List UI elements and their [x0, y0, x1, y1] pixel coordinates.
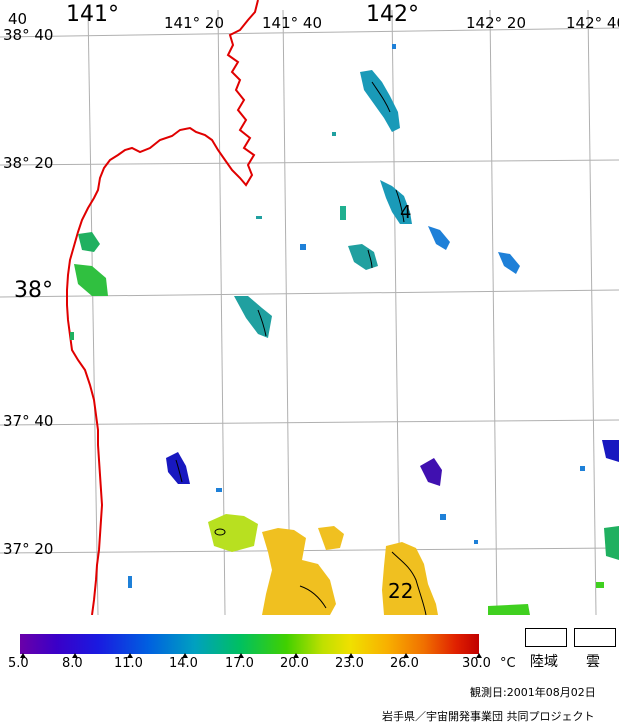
cloud-legend-swatch: [574, 628, 616, 647]
sst-patch: [318, 526, 344, 550]
sst-patch: [208, 514, 258, 552]
speck: [580, 466, 585, 471]
sst-patch: [78, 232, 100, 252]
land-legend-swatch: [525, 628, 567, 647]
contour-line: [371, 81, 391, 113]
sst-patch: [234, 296, 272, 338]
tick-mark: [293, 653, 299, 658]
sst-patch: [498, 252, 520, 274]
colorbar-tick-label: 17.0: [225, 656, 254, 671]
sst-patch: [380, 180, 412, 224]
sea-surface-temperature-map: 4 22: [0, 0, 619, 615]
speck: [392, 44, 396, 49]
land-legend-label: 陸域: [530, 654, 558, 670]
speck: [440, 514, 446, 520]
colorbar-tick-label: 11.0: [114, 656, 143, 671]
tick-mark: [403, 653, 409, 658]
lon-label-14120: 141° 20: [164, 14, 224, 32]
lat-label-3720: 37° 20: [3, 540, 54, 558]
contour-line: [391, 551, 427, 615]
colorbar-tick-label: 26.0: [390, 656, 419, 671]
tick-mark: [20, 653, 26, 658]
lon-label-141: 141°: [66, 2, 119, 27]
lat-label-3820: 38° 20: [3, 154, 54, 172]
speck: [596, 582, 604, 588]
sst-patch: [360, 70, 400, 132]
speck: [332, 132, 336, 136]
lon-line-14120: [217, 9, 226, 615]
colorbar-tick-label: 23.0: [335, 656, 364, 671]
sst-patch: [74, 264, 108, 296]
lon-line-14240: [587, 9, 597, 615]
lon-label-14140: 141° 40: [262, 14, 322, 32]
lat-label-38: 38°: [14, 278, 53, 303]
tick-mark: [127, 653, 133, 658]
speck: [474, 540, 478, 544]
tick-mark: [348, 653, 354, 658]
lat-line-3720: [0, 547, 619, 554]
lon-line-14220: [489, 9, 498, 615]
sst-specks: [70, 44, 604, 588]
observation-date: 観測日:2001年08月02日: [470, 686, 596, 699]
colorbar-tick-label: 20.0: [280, 656, 309, 671]
lon-label-142: 142°: [366, 2, 419, 27]
cloud-legend-label: 雲: [586, 654, 600, 670]
sst-patch: [602, 440, 619, 462]
graticule: [0, 9, 619, 615]
lat-label-3840: 38° 40: [3, 26, 54, 44]
lon-line-141: [87, 9, 99, 615]
sst-patch: [262, 528, 336, 615]
tick-mark: [238, 653, 244, 658]
lon-label-14240: 142° 40: [566, 14, 619, 32]
lat-label-3740: 37° 40: [3, 412, 54, 430]
lon-label-14220: 142° 20: [466, 14, 526, 32]
colorbar-unit: °C: [500, 656, 516, 671]
contour-label-22: 22: [388, 579, 413, 603]
contour-ring: [214, 528, 226, 536]
speck: [128, 576, 132, 588]
tick-mark: [182, 653, 188, 658]
corner-lon-label: 40: [8, 10, 28, 28]
speck: [70, 332, 74, 340]
speck: [300, 244, 306, 250]
temperature-colorbar: [20, 634, 479, 654]
speck: [216, 488, 222, 492]
colorbar-tick-label: 8.0: [62, 656, 83, 671]
contour-line: [395, 189, 405, 223]
contour-label-4: 4: [400, 202, 411, 223]
sst-patches: [74, 70, 619, 615]
lon-line-14140: [282, 9, 291, 615]
contour-line: [257, 309, 267, 337]
contour-line: [299, 585, 327, 609]
contour-line: [367, 249, 373, 269]
tick-mark: [476, 653, 482, 658]
sst-patch: [420, 458, 442, 486]
credit-line: 岩手県／宇宙開発事業団 共同プロジェクト: [382, 710, 595, 723]
sst-patch: [488, 604, 530, 615]
speck: [340, 206, 346, 220]
speck: [256, 216, 262, 219]
contour-line: [175, 459, 183, 483]
tick-mark: [72, 653, 78, 658]
coastline: [66, 0, 259, 615]
contours: [175, 81, 427, 615]
sst-patch: [348, 244, 378, 270]
colorbar-tick-label: 30.0: [462, 656, 491, 671]
lat-line-3820: [0, 159, 619, 166]
lat-line-3840: [0, 27, 619, 38]
colorbar-tick-label: 14.0: [169, 656, 198, 671]
sst-patch: [428, 226, 450, 250]
lat-line-3740: [0, 419, 619, 426]
colorbar-tick-label: 5.0: [8, 656, 29, 671]
sst-patch: [382, 542, 438, 615]
sst-patch: [604, 526, 619, 560]
lon-line-142: [391, 9, 401, 615]
